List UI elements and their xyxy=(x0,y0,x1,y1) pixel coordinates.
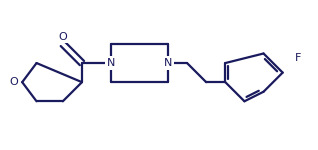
Text: N: N xyxy=(164,58,172,68)
Text: O: O xyxy=(10,77,19,87)
Text: N: N xyxy=(107,58,115,68)
Text: O: O xyxy=(59,32,67,42)
Text: F: F xyxy=(294,53,301,63)
